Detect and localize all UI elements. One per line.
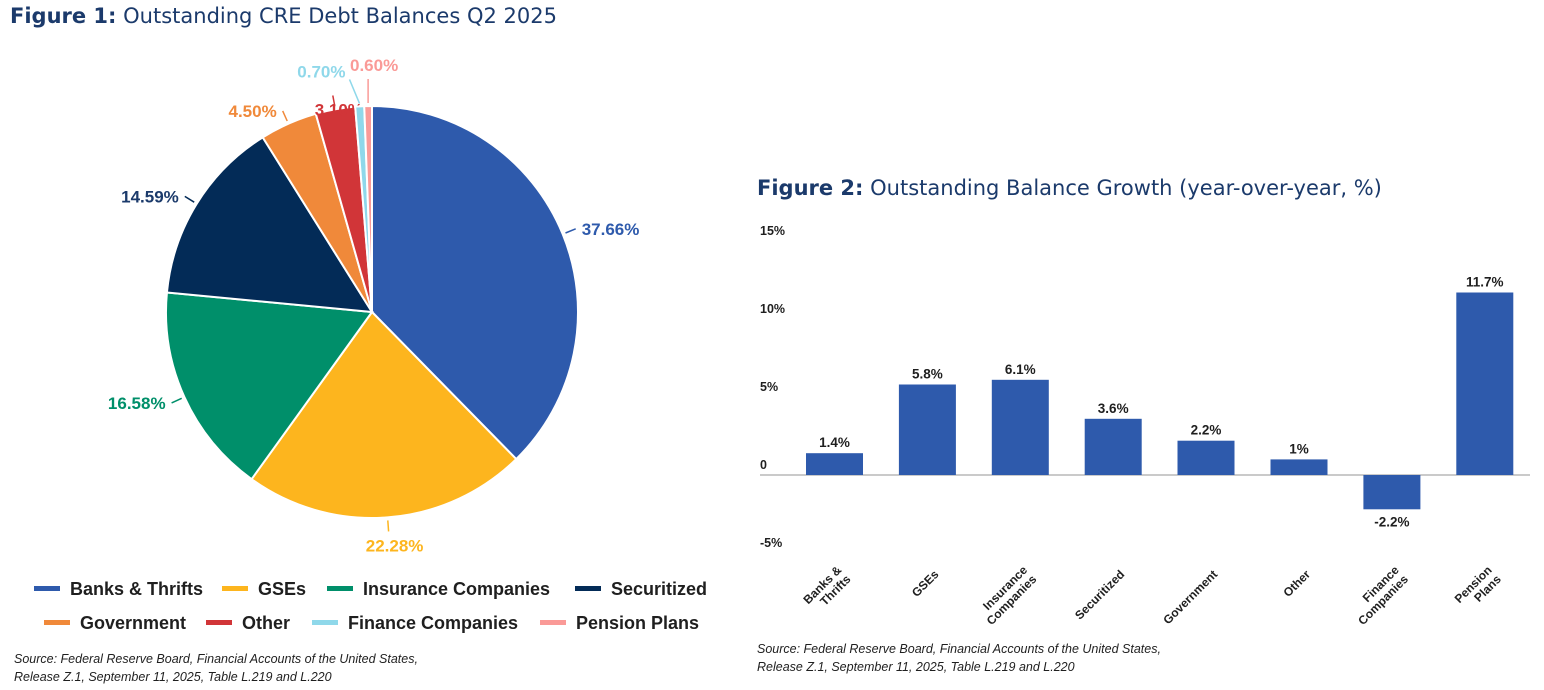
pie-slice-banks-thrifts [371,104,579,461]
figure1-title-text: Outstanding CRE Debt Balances Q2 2025 [123,4,557,28]
x-tick-label-banks-thrifts: Banks &Thrifts [800,563,853,616]
legend-label-securitized: Securitized [611,579,707,599]
figure2-source: Source: Federal Reserve Board, Financial… [757,640,1161,676]
legend-label-pension-plans: Pension Plans [576,613,699,633]
bar-chart: 15% 10% 5% 0 -5% 1.4% Banks &Thrifts 5.8% GSEs 6.… [760,224,1530,628]
legend-swatch-other [206,620,232,625]
pie-leader-gses [387,520,390,532]
pie-leader-other [332,95,336,107]
figure2-label: Figure 2: [757,176,864,200]
pie-data-label-finance-companies: 0.70% [297,62,345,81]
legend-swatch-insurance-companies [327,586,353,591]
bar-data-label-pension-plans: 11.7% [1466,275,1504,290]
pie-data-label-other: 3.10% [315,101,363,120]
bar-data-label-gses: 5.8% [912,367,943,382]
figure1-source: Source: Federal Reserve Board, Financial… [14,650,418,686]
legend-swatch-finance-companies [312,620,338,625]
legend-swatch-banks-thrifts [34,586,60,591]
bar-finance-companies [1363,475,1421,510]
x-tick-label-other: Other [1281,567,1314,600]
figure2-title: Figure 2: Outstanding Balance Growth (ye… [757,176,1382,200]
figure2-source-line1: Source: Federal Reserve Board, Financial… [757,642,1161,656]
bar-data-label-insurance-companies: 6.1% [1005,362,1036,377]
pie-data-label-government: 4.50% [228,102,276,121]
figure1-source-line2: Release Z.1, September 11, 2025, Table L… [14,670,332,684]
bar-banks-thrifts [806,453,863,475]
figure1-source-line1: Source: Federal Reserve Board, Financial… [14,652,418,666]
pie-data-label-insurance-companies: 16.58% [108,394,166,413]
y-tick-label: -5% [760,536,782,550]
x-tick-label-government: Government [1160,567,1220,627]
legend-swatch-securitized [575,586,601,591]
legend-swatch-gses [222,586,248,591]
bar-data-label-government: 2.2% [1191,423,1222,438]
bar-government [1177,440,1235,475]
bar-other [1270,459,1328,475]
pie-data-label-pension-plans: 0.60% [350,56,398,75]
legend-label-banks-thrifts: Banks & Thrifts [70,579,203,599]
legend-label-government: Government [80,613,186,633]
legend-label-finance-companies: Finance Companies [348,613,518,633]
x-tick-label-pension-plans: PensionPlans [1452,563,1504,615]
bar-pension-plans [1456,292,1514,475]
pie-slice-pension-plans [363,104,373,313]
bar-insurance-companies [991,379,1049,475]
legend-label-other: Other [242,613,290,633]
x-tick-label-securitized: Securitized [1072,567,1127,622]
legend-label-insurance-companies: Insurance Companies [363,579,550,599]
figure1-label: Figure 1: [10,4,117,28]
legend-swatch-pension-plans [540,620,566,625]
bar-securitized [1084,418,1142,475]
bar-data-label-securitized: 3.6% [1098,401,1129,416]
x-tick-label-finance-companies: FinanceCompanies [1346,563,1411,628]
pie-leader-securitized [184,195,195,203]
x-tick-label-gses: GSEs [909,567,942,600]
legend-label-gses: GSEs [258,579,306,599]
bar-data-label-other: 1% [1289,441,1309,456]
figure2-source-line2: Release Z.1, September 11, 2025, Table L… [757,660,1075,674]
figure2-title-text: Outstanding Balance Growth (year-over-ye… [870,176,1382,200]
pie-data-label-banks-thrifts: 37.66% [582,220,640,239]
pie-leader-banks-thrifts [565,228,576,234]
bar-gses [898,384,956,475]
pie-slice-insurance-companies [165,291,374,481]
legend-swatch-government [44,620,70,625]
pie-leader-government [282,110,288,122]
pie-chart: 37.66% 22.28% 16.58% 14.59% 4.50% 3.10% 0.70% 0… [34,56,707,633]
bar-data-label-finance-companies: -2.2% [1374,514,1409,529]
bar-data-label-banks-thrifts: 1.4% [819,435,850,450]
y-tick-label: 5% [760,380,778,394]
pie-leader-finance-companies [348,79,361,104]
pie-slice-gses [250,310,518,519]
x-tick-label-insurance-companies: InsuranceCompanies [974,563,1039,628]
figure1-title: Figure 1: Outstanding CRE Debt Balances … [10,4,557,28]
pie-data-label-gses: 22.28% [366,536,424,555]
y-tick-label: 0 [760,458,767,472]
y-tick-label: 10% [760,302,785,316]
pie-slice-securitized [165,135,374,314]
pie-data-label-securitized: 14.59% [121,187,179,206]
pie-leader-insurance-companies [171,397,183,404]
y-tick-label: 15% [760,224,785,238]
